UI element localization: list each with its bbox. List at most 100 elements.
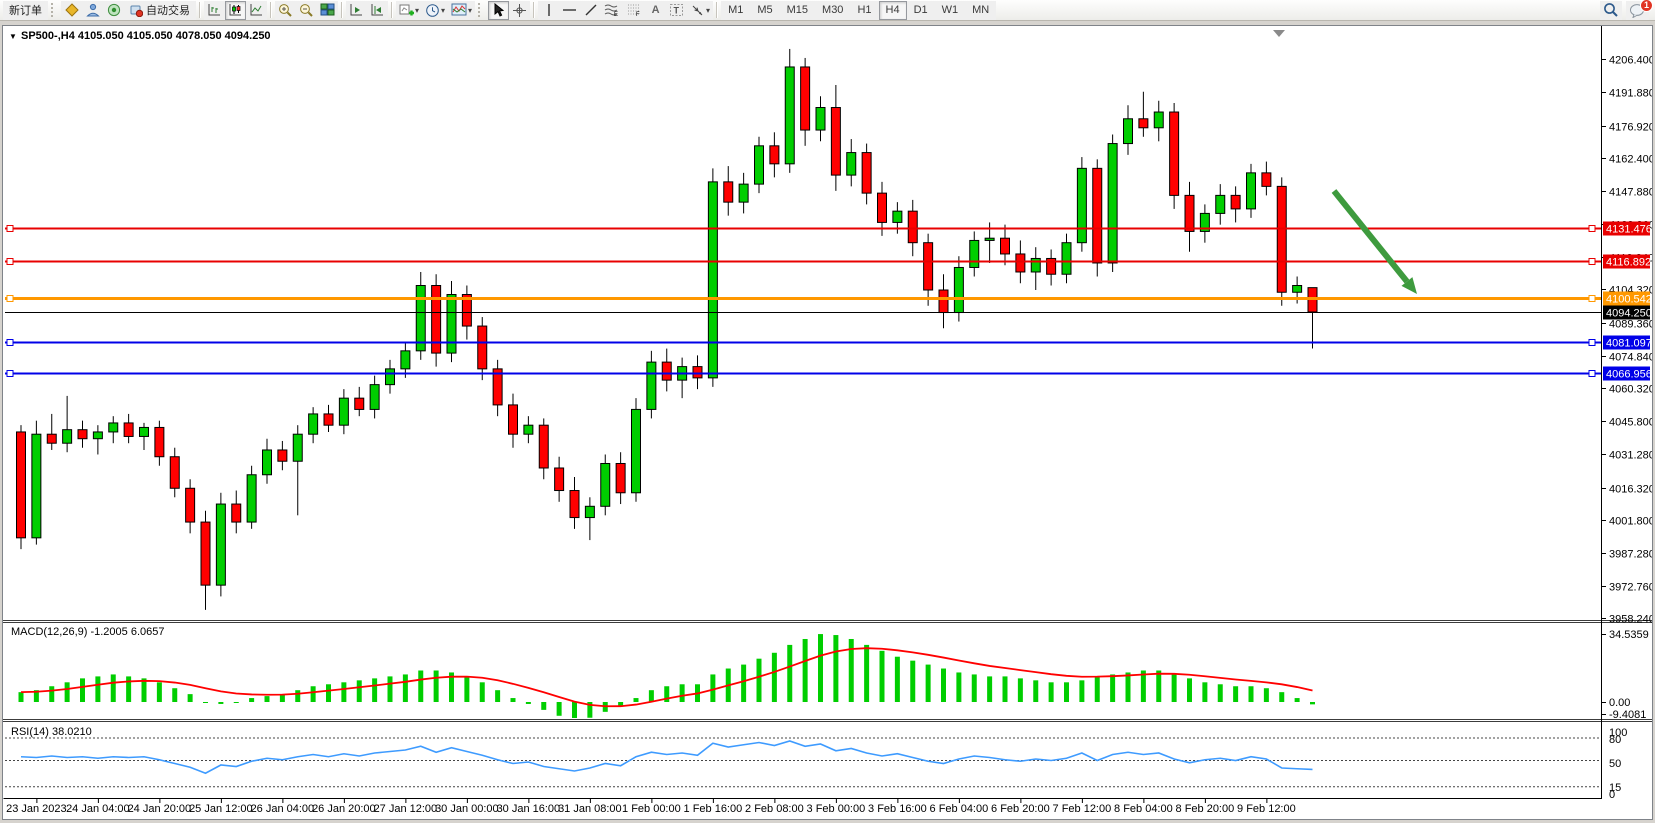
- zoom-out-button[interactable]: [296, 0, 317, 20]
- toolbar-separator: [341, 2, 343, 18]
- hline-4116.892[interactable]: 4116.892: [5, 254, 1651, 269]
- auto-scroll-button[interactable]: [346, 0, 367, 20]
- svg-text:1 Feb 00:00: 1 Feb 00:00: [622, 803, 681, 815]
- hline-4100.542[interactable]: 4100.542: [5, 291, 1652, 306]
- svg-text:80: 80: [1609, 734, 1621, 746]
- svg-text:T: T: [674, 6, 680, 16]
- hline-4131.476[interactable]: 4131.476: [5, 221, 1652, 236]
- periods-button[interactable]: ▾: [422, 0, 449, 20]
- template-icon: [451, 3, 467, 16]
- trendline-tool[interactable]: [580, 0, 602, 20]
- cursor-tool-button[interactable]: [488, 0, 510, 20]
- signal-icon: [107, 3, 120, 17]
- arrows-tool[interactable]: ▾: [687, 0, 714, 20]
- notifications-button[interactable]: 1: [1626, 0, 1653, 20]
- svg-text:31 Jan 08:00: 31 Jan 08:00: [558, 803, 622, 815]
- navigator-icon[interactable]: [103, 0, 124, 20]
- toolbar-grip: [51, 3, 58, 17]
- svg-text:23 Jan 2023: 23 Jan 2023: [6, 803, 67, 815]
- new-chart-button[interactable]: ▾: [396, 0, 423, 20]
- hline-4081.097[interactable]: 4081.097: [5, 335, 1652, 350]
- svg-text:4016.320: 4016.320: [1609, 484, 1652, 496]
- svg-text:3 Feb 16:00: 3 Feb 16:00: [868, 803, 927, 815]
- svg-text:4191.880: 4191.880: [1609, 88, 1652, 100]
- notification-badge: 1: [1640, 0, 1653, 12]
- svg-text:3 Feb 00:00: 3 Feb 00:00: [807, 803, 866, 815]
- templates-button[interactable]: ▾: [448, 0, 476, 20]
- svg-text:3987.280: 3987.280: [1609, 549, 1652, 561]
- bar-chart-type-button[interactable]: [204, 0, 225, 20]
- fibonacci-tool[interactable]: E: [601, 0, 624, 20]
- chart-window[interactable]: 4206.400 4191.880 4176.920 4162.400 4147.880…: [2, 25, 1653, 820]
- toolbar-separator: [199, 2, 201, 18]
- fibonacci-icon: E: [604, 4, 618, 17]
- horizontal-line-tool[interactable]: [559, 0, 581, 20]
- candle-chart-type-button[interactable]: [225, 0, 246, 20]
- trend-arrow[interactable]: [1331, 189, 1417, 294]
- chart-title: ▼ SP500-,H4 4105.050 4105.050 4078.050 40…: [9, 30, 271, 42]
- svg-text:15: 15: [1609, 782, 1621, 794]
- text-tool[interactable]: A: [645, 0, 667, 20]
- timeframe-h4[interactable]: H4: [878, 0, 907, 20]
- svg-text:24 Jan 04:00: 24 Jan 04:00: [66, 803, 130, 815]
- svg-text:3972.760: 3972.760: [1609, 582, 1652, 594]
- search-icon: [1604, 3, 1618, 17]
- zoom-out-icon: [300, 3, 313, 17]
- timeframe-mn[interactable]: MN: [965, 0, 997, 20]
- timeframe-m30[interactable]: M30: [815, 0, 851, 20]
- svg-text:3958.240: 3958.240: [1609, 614, 1652, 626]
- line-chart-type-button[interactable]: [246, 0, 267, 20]
- horizontal-line-icon: [563, 9, 577, 11]
- svg-text:8 Feb 04:00: 8 Feb 04:00: [1114, 803, 1173, 815]
- fibonacci-fan-tool[interactable]: F: [623, 0, 646, 20]
- timeframe-w1[interactable]: W1: [934, 0, 966, 20]
- auto-trading-button[interactable]: 自动交易: [124, 0, 196, 20]
- svg-text:4001.800: 4001.800: [1609, 516, 1652, 528]
- svg-text:RSI(14) 38.0210: RSI(14) 38.0210: [11, 726, 92, 738]
- svg-text:50: 50: [1609, 758, 1621, 770]
- timeframe-m5[interactable]: M5: [750, 0, 780, 20]
- svg-text:25 Jan 12:00: 25 Jan 12:00: [189, 803, 253, 815]
- chart-shift-button[interactable]: [367, 0, 388, 20]
- vertical-line-tool[interactable]: [538, 0, 560, 20]
- search-button[interactable]: [1600, 0, 1622, 20]
- timeframe-d1[interactable]: D1: [906, 0, 935, 20]
- tile-windows-button[interactable]: [317, 0, 338, 20]
- svg-text:4066.956: 4066.956: [1606, 369, 1652, 381]
- panel-frames: [3, 26, 1652, 799]
- vertical-line-icon: [547, 4, 550, 16]
- timeframe-m1[interactable]: M1: [721, 0, 751, 20]
- svg-text:4131.476: 4131.476: [1606, 224, 1652, 236]
- data-window-icon[interactable]: [82, 0, 103, 20]
- chart-canvas[interactable]: 4206.400 4191.880 4176.920 4162.400 4147.880…: [3, 26, 1652, 817]
- svg-text:4100.542: 4100.542: [1606, 294, 1652, 306]
- zoom-in-button[interactable]: [275, 0, 296, 20]
- trendline-icon: [585, 4, 597, 16]
- timeframe-h1[interactable]: H1: [850, 0, 879, 20]
- svg-text:4089.360: 4089.360: [1609, 319, 1652, 331]
- clock-icon: [426, 3, 439, 17]
- dropdown-arrow-icon: ▾: [468, 5, 473, 15]
- dropd own-arrow-icon: ▾: [415, 5, 420, 15]
- svg-text:30 Jan 16:00: 30 Jan 16:00: [497, 803, 561, 815]
- svg-text:-9.4081: -9.4081: [1609, 709, 1646, 721]
- new-order-button[interactable]: 新订单: [3, 0, 48, 20]
- crosshair-tool-button[interactable]: [509, 0, 531, 20]
- hline-4066.956[interactable]: 4066.956: [5, 366, 1652, 381]
- toolbar-grip: [478, 3, 485, 17]
- toolbar-right-tools: 1: [1600, 0, 1653, 20]
- svg-text:1 Feb 16:00: 1 Feb 16:00: [684, 803, 743, 815]
- market-watch-icon[interactable]: [61, 0, 82, 20]
- svg-text:100: 100: [1609, 727, 1627, 739]
- chart-shift-marker[interactable]: [1273, 30, 1285, 37]
- timeframe-m15[interactable]: M15: [779, 0, 816, 20]
- text-label-tool[interactable]: T: [666, 0, 688, 20]
- svg-text:4176.920: 4176.920: [1609, 122, 1652, 134]
- svg-text:34.5359: 34.5359: [1609, 629, 1649, 641]
- svg-text:4162.400: 4162.400: [1609, 154, 1652, 166]
- svg-text:26 Jan 04:00: 26 Jan 04:00: [251, 803, 315, 815]
- chart-shift-icon: [371, 4, 383, 16]
- zoom-in-icon: [279, 3, 292, 17]
